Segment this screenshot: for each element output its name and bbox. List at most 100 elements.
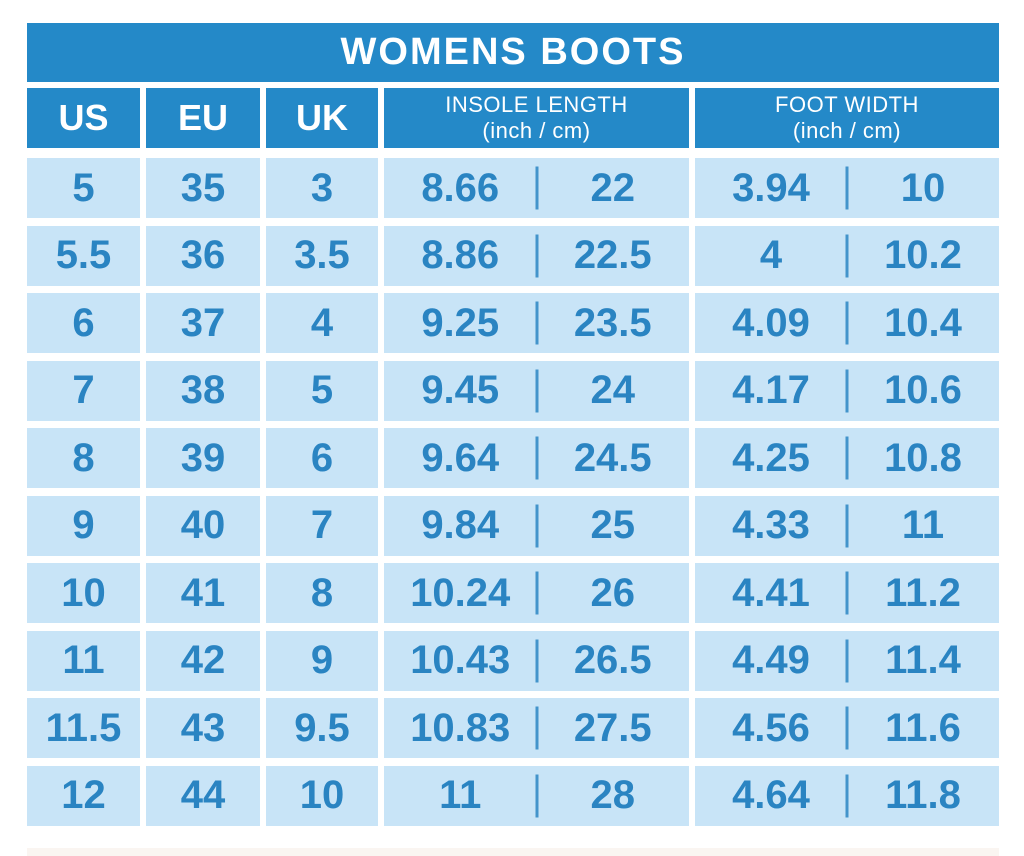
foot-width-cell: 3.94 10 <box>695 158 999 218</box>
foot-width-cell: 4.64 11.8 <box>695 765 999 826</box>
column-header-uk-label: UK <box>296 97 348 138</box>
insole-inch-value: 10.43 <box>410 638 511 682</box>
foot-width-cm-value: 10 <box>900 165 946 210</box>
cell-divider-line <box>535 639 538 682</box>
uk-size-cell: 9 <box>266 630 378 691</box>
uk-size-value: 10 <box>299 773 345 817</box>
cell-divider-line <box>535 706 538 750</box>
eu-size-cell: 36 <box>146 225 260 286</box>
foot-width-inch-value: 4.64 <box>732 773 810 817</box>
foot-width-cell: 4.09 10.4 <box>695 293 999 353</box>
eu-size-cell: 43 <box>146 698 260 758</box>
foot-width-inch-value: 4.56 <box>732 705 810 750</box>
insole-cm-value: 22 <box>590 165 636 210</box>
us-size-cell: 7 <box>27 360 140 421</box>
cell-divider-line <box>845 436 849 480</box>
insole-inch-value: 10.24 <box>410 570 511 615</box>
uk-size-cell: 3.5 <box>266 225 378 286</box>
column-header-us: US <box>27 88 140 148</box>
foot-width-cm-value: 11 <box>901 503 945 547</box>
table-row: 5.5 36 3.5 8.86 22.5 4 10.2 <box>27 225 999 286</box>
next-section-edge <box>27 848 999 856</box>
uk-size-value: 4 <box>310 300 334 345</box>
column-header-foot-width: FOOT WIDTH (inch / cm) <box>695 88 999 148</box>
column-header-eu-label: EU <box>177 97 228 138</box>
insole-cm-value: 24 <box>590 368 636 412</box>
insole-length-cell: 10.24 26 <box>384 563 689 623</box>
insole-inch-value: 9.45 <box>421 368 500 412</box>
uk-size-value: 3 <box>310 165 334 210</box>
us-size-value: 6 <box>72 300 95 345</box>
eu-size-value: 37 <box>180 300 226 345</box>
insole-inch-value: 8.86 <box>421 233 500 277</box>
foot-width-inch-value: 4.41 <box>732 570 810 615</box>
us-size-value: 10 <box>61 570 106 615</box>
foot-width-cm-value: 10.4 <box>884 300 962 345</box>
column-header-insole-length: INSOLE LENGTH (inch / cm) <box>384 88 689 148</box>
us-size-cell: 11 <box>27 630 140 691</box>
us-size-value: 12 <box>61 773 106 817</box>
us-size-value: 8 <box>72 435 95 480</box>
foot-width-cell: 4.41 11.2 <box>695 563 999 623</box>
eu-size-value: 35 <box>180 165 226 210</box>
table-header-row: US EU UK INSOLE LENGTH (inch / cm) FOOT … <box>27 88 999 148</box>
cell-divider-line <box>535 504 538 547</box>
eu-size-cell: 35 <box>146 158 260 218</box>
uk-size-cell: 4 <box>266 293 378 353</box>
foot-width-cm-value: 10.6 <box>884 368 962 412</box>
uk-size-cell: 9.5 <box>266 698 378 758</box>
uk-size-value: 9 <box>310 638 334 682</box>
uk-size-cell: 8 <box>266 563 378 623</box>
us-size-value: 9 <box>72 503 95 547</box>
table-row: 5 35 3 8.66 22 3.94 10 <box>27 158 999 218</box>
eu-size-value: 36 <box>180 233 226 277</box>
foot-width-cm-value: 11.8 <box>885 773 961 817</box>
insole-cm-value: 25 <box>590 503 636 547</box>
foot-width-cm-value: 10.8 <box>884 435 962 480</box>
insole-length-cell: 9.25 23.5 <box>384 293 689 353</box>
insole-length-cell: 10.83 27.5 <box>384 698 689 758</box>
table-row: 12 44 10 11 28 4.64 11.8 <box>27 765 999 826</box>
insole-cm-value: 26.5 <box>573 638 652 682</box>
foot-width-cm-value: 11.4 <box>885 638 961 682</box>
table-row: 7 38 5 9.45 24 4.17 10.6 <box>27 360 999 421</box>
eu-size-cell: 44 <box>146 765 260 826</box>
foot-width-cm-value: 11.2 <box>885 570 961 615</box>
cell-divider-line <box>845 504 849 547</box>
column-header-us-label: US <box>58 97 109 138</box>
table-row: 9 40 7 9.84 25 4.33 11 <box>27 495 999 556</box>
us-size-value: 5.5 <box>55 233 112 277</box>
insole-inch-value: 11 <box>439 773 482 817</box>
table-row: 11 42 9 10.43 26.5 4.49 11.4 <box>27 630 999 691</box>
insole-inch-value: 9.84 <box>421 503 500 547</box>
us-size-value: 7 <box>72 368 95 412</box>
eu-size-value: 43 <box>180 705 226 750</box>
insole-cm-value: 26 <box>590 570 636 615</box>
insole-cm-value: 24.5 <box>573 435 652 480</box>
foot-width-inch-value: 4.09 <box>732 300 810 345</box>
foot-width-cm-value: 10.2 <box>884 233 962 277</box>
table-row: 11.5 43 9.5 10.83 27.5 4.56 11.6 <box>27 698 999 758</box>
uk-size-cell: 6 <box>266 428 378 488</box>
cell-divider-line <box>535 369 538 412</box>
us-size-cell: 5.5 <box>27 225 140 286</box>
us-size-cell: 8 <box>27 428 140 488</box>
eu-size-value: 40 <box>180 503 226 547</box>
us-size-value: 11 <box>62 638 105 682</box>
column-header-foot-width-label: FOOT WIDTH <box>775 92 919 118</box>
insole-length-cell: 8.86 22.5 <box>384 225 689 286</box>
eu-size-cell: 41 <box>146 563 260 623</box>
insole-inch-value: 9.64 <box>421 435 500 480</box>
table-row: 6 37 4 9.25 23.5 4.09 10.4 <box>27 293 999 353</box>
table-rows: 5 35 3 8.66 22 3.94 10 5.5 36 3.5 8.86 <box>27 158 999 826</box>
foot-width-cell: 4.33 11 <box>695 495 999 556</box>
insole-length-cell: 9.45 24 <box>384 360 689 421</box>
foot-width-cm-value: 11.6 <box>885 705 961 750</box>
insole-length-cell: 8.66 22 <box>384 158 689 218</box>
insole-length-cell: 11 28 <box>384 765 689 826</box>
insole-length-cell: 9.84 25 <box>384 495 689 556</box>
cell-divider-line <box>535 571 538 615</box>
column-header-foot-width-units: (inch / cm) <box>792 118 902 143</box>
cell-divider-line <box>535 774 538 817</box>
eu-size-cell: 38 <box>146 360 260 421</box>
